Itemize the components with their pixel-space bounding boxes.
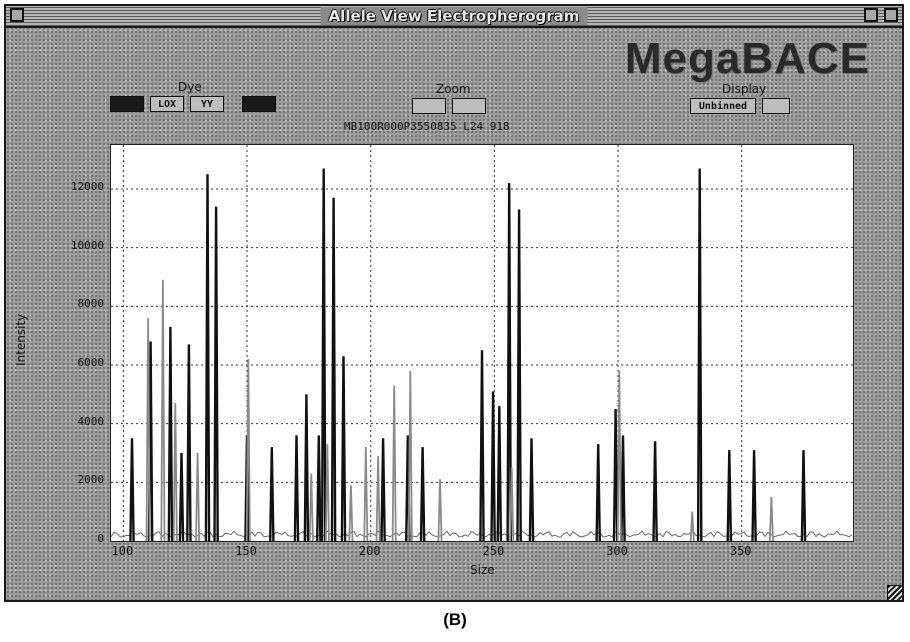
peak-gray — [308, 473, 314, 541]
x-axis-label: Size — [470, 563, 495, 577]
y-tick-label: 12000 — [70, 180, 104, 193]
x-tick-label: 150 — [235, 544, 257, 558]
close-box-icon[interactable] — [10, 8, 24, 22]
y-tick-label: 0 — [97, 532, 104, 545]
peak-gray — [160, 279, 166, 541]
peak-gray — [391, 385, 397, 541]
peak-dark — [419, 447, 426, 541]
peak-dark — [612, 408, 619, 541]
peak-gray — [689, 511, 695, 541]
peak-gray — [375, 455, 381, 541]
peak-dark — [303, 394, 310, 541]
peak-dark — [320, 168, 327, 541]
zoom-label: Zoom — [436, 82, 471, 96]
peak-dark — [316, 435, 322, 541]
peak-dark — [490, 391, 496, 541]
dye-button-4[interactable] — [242, 96, 276, 112]
peak-dark — [751, 450, 757, 541]
peak-gray — [768, 496, 774, 541]
peak-dark — [528, 438, 535, 541]
peak-dark — [516, 209, 522, 541]
zoom-out-button[interactable] — [452, 98, 486, 114]
peak-gray — [509, 467, 515, 541]
display-mode-button[interactable]: Unbinned — [690, 98, 756, 114]
peak-dark — [620, 435, 626, 541]
peak-gray — [363, 447, 369, 541]
peak-gray — [145, 318, 151, 541]
window-title: Allele View Electropherogram — [320, 7, 588, 25]
collapse-box-icon[interactable] — [884, 8, 898, 22]
peak-gray — [348, 485, 354, 541]
figure-caption: (B) — [443, 610, 467, 629]
peak-gray — [324, 444, 330, 541]
peak-dark — [186, 344, 192, 541]
x-tick-label: 100 — [111, 544, 134, 558]
peak-dark — [506, 183, 512, 541]
y-tick-label: 10000 — [70, 238, 104, 252]
peak-gray — [407, 370, 413, 541]
peak-dark — [330, 197, 337, 541]
peak-dark — [595, 444, 601, 541]
x-tick-label: 250 — [482, 544, 505, 558]
zoom-in-button[interactable] — [412, 98, 446, 114]
peak-dark — [496, 406, 503, 541]
dye-button-2[interactable]: LOX — [150, 96, 184, 112]
dye-label: Dye — [178, 80, 202, 94]
y-tick-label: 8000 — [77, 297, 105, 311]
x-tick-label: 350 — [729, 544, 752, 558]
peak-dark — [213, 206, 219, 541]
peak-dark — [129, 438, 135, 541]
peak-dark — [167, 326, 174, 541]
peak-dark — [726, 450, 733, 541]
x-tick-label: 300 — [606, 544, 628, 558]
megabace-logo: MegaBACE — [624, 34, 870, 83]
peak-dark — [178, 452, 185, 541]
peak-dark — [293, 435, 300, 541]
electropherogram-window: Allele View Electropherogram MegaBACE Dy… — [4, 4, 904, 602]
peak-dark — [696, 168, 703, 541]
peak-dark — [380, 438, 386, 541]
peak-dark — [204, 174, 211, 541]
plot-area[interactable] — [110, 144, 854, 542]
electropherogram-chart — [111, 145, 853, 541]
resize-handle[interactable] — [887, 585, 902, 600]
y-tick-label: 4000 — [77, 414, 105, 428]
zoom-box-icon[interactable] — [864, 8, 878, 22]
peak-dark — [800, 450, 807, 541]
title-bar[interactable]: Allele View Electropherogram — [6, 6, 902, 28]
peak-dark — [269, 447, 275, 541]
display-option-button[interactable] — [762, 98, 790, 114]
peak-gray — [195, 452, 201, 541]
dye-button-3[interactable]: YY — [190, 96, 224, 112]
peak-gray — [616, 370, 622, 541]
y-tick-label: 6000 — [77, 356, 105, 369]
dye-button-1[interactable] — [110, 96, 144, 112]
peak-dark — [340, 356, 347, 541]
y-axis-label: Intensity — [14, 313, 28, 366]
peak-gray — [172, 403, 178, 541]
peak-dark — [479, 350, 485, 541]
y-tick-label: 2000 — [77, 473, 105, 487]
x-tick-label: 200 — [358, 544, 381, 558]
display-label: Display — [722, 82, 767, 96]
peak-gray — [437, 479, 443, 541]
peak-gray — [245, 359, 251, 541]
peak-dark — [652, 441, 658, 541]
run-label: MB100R000P3550835 L24 918 — [344, 120, 510, 133]
